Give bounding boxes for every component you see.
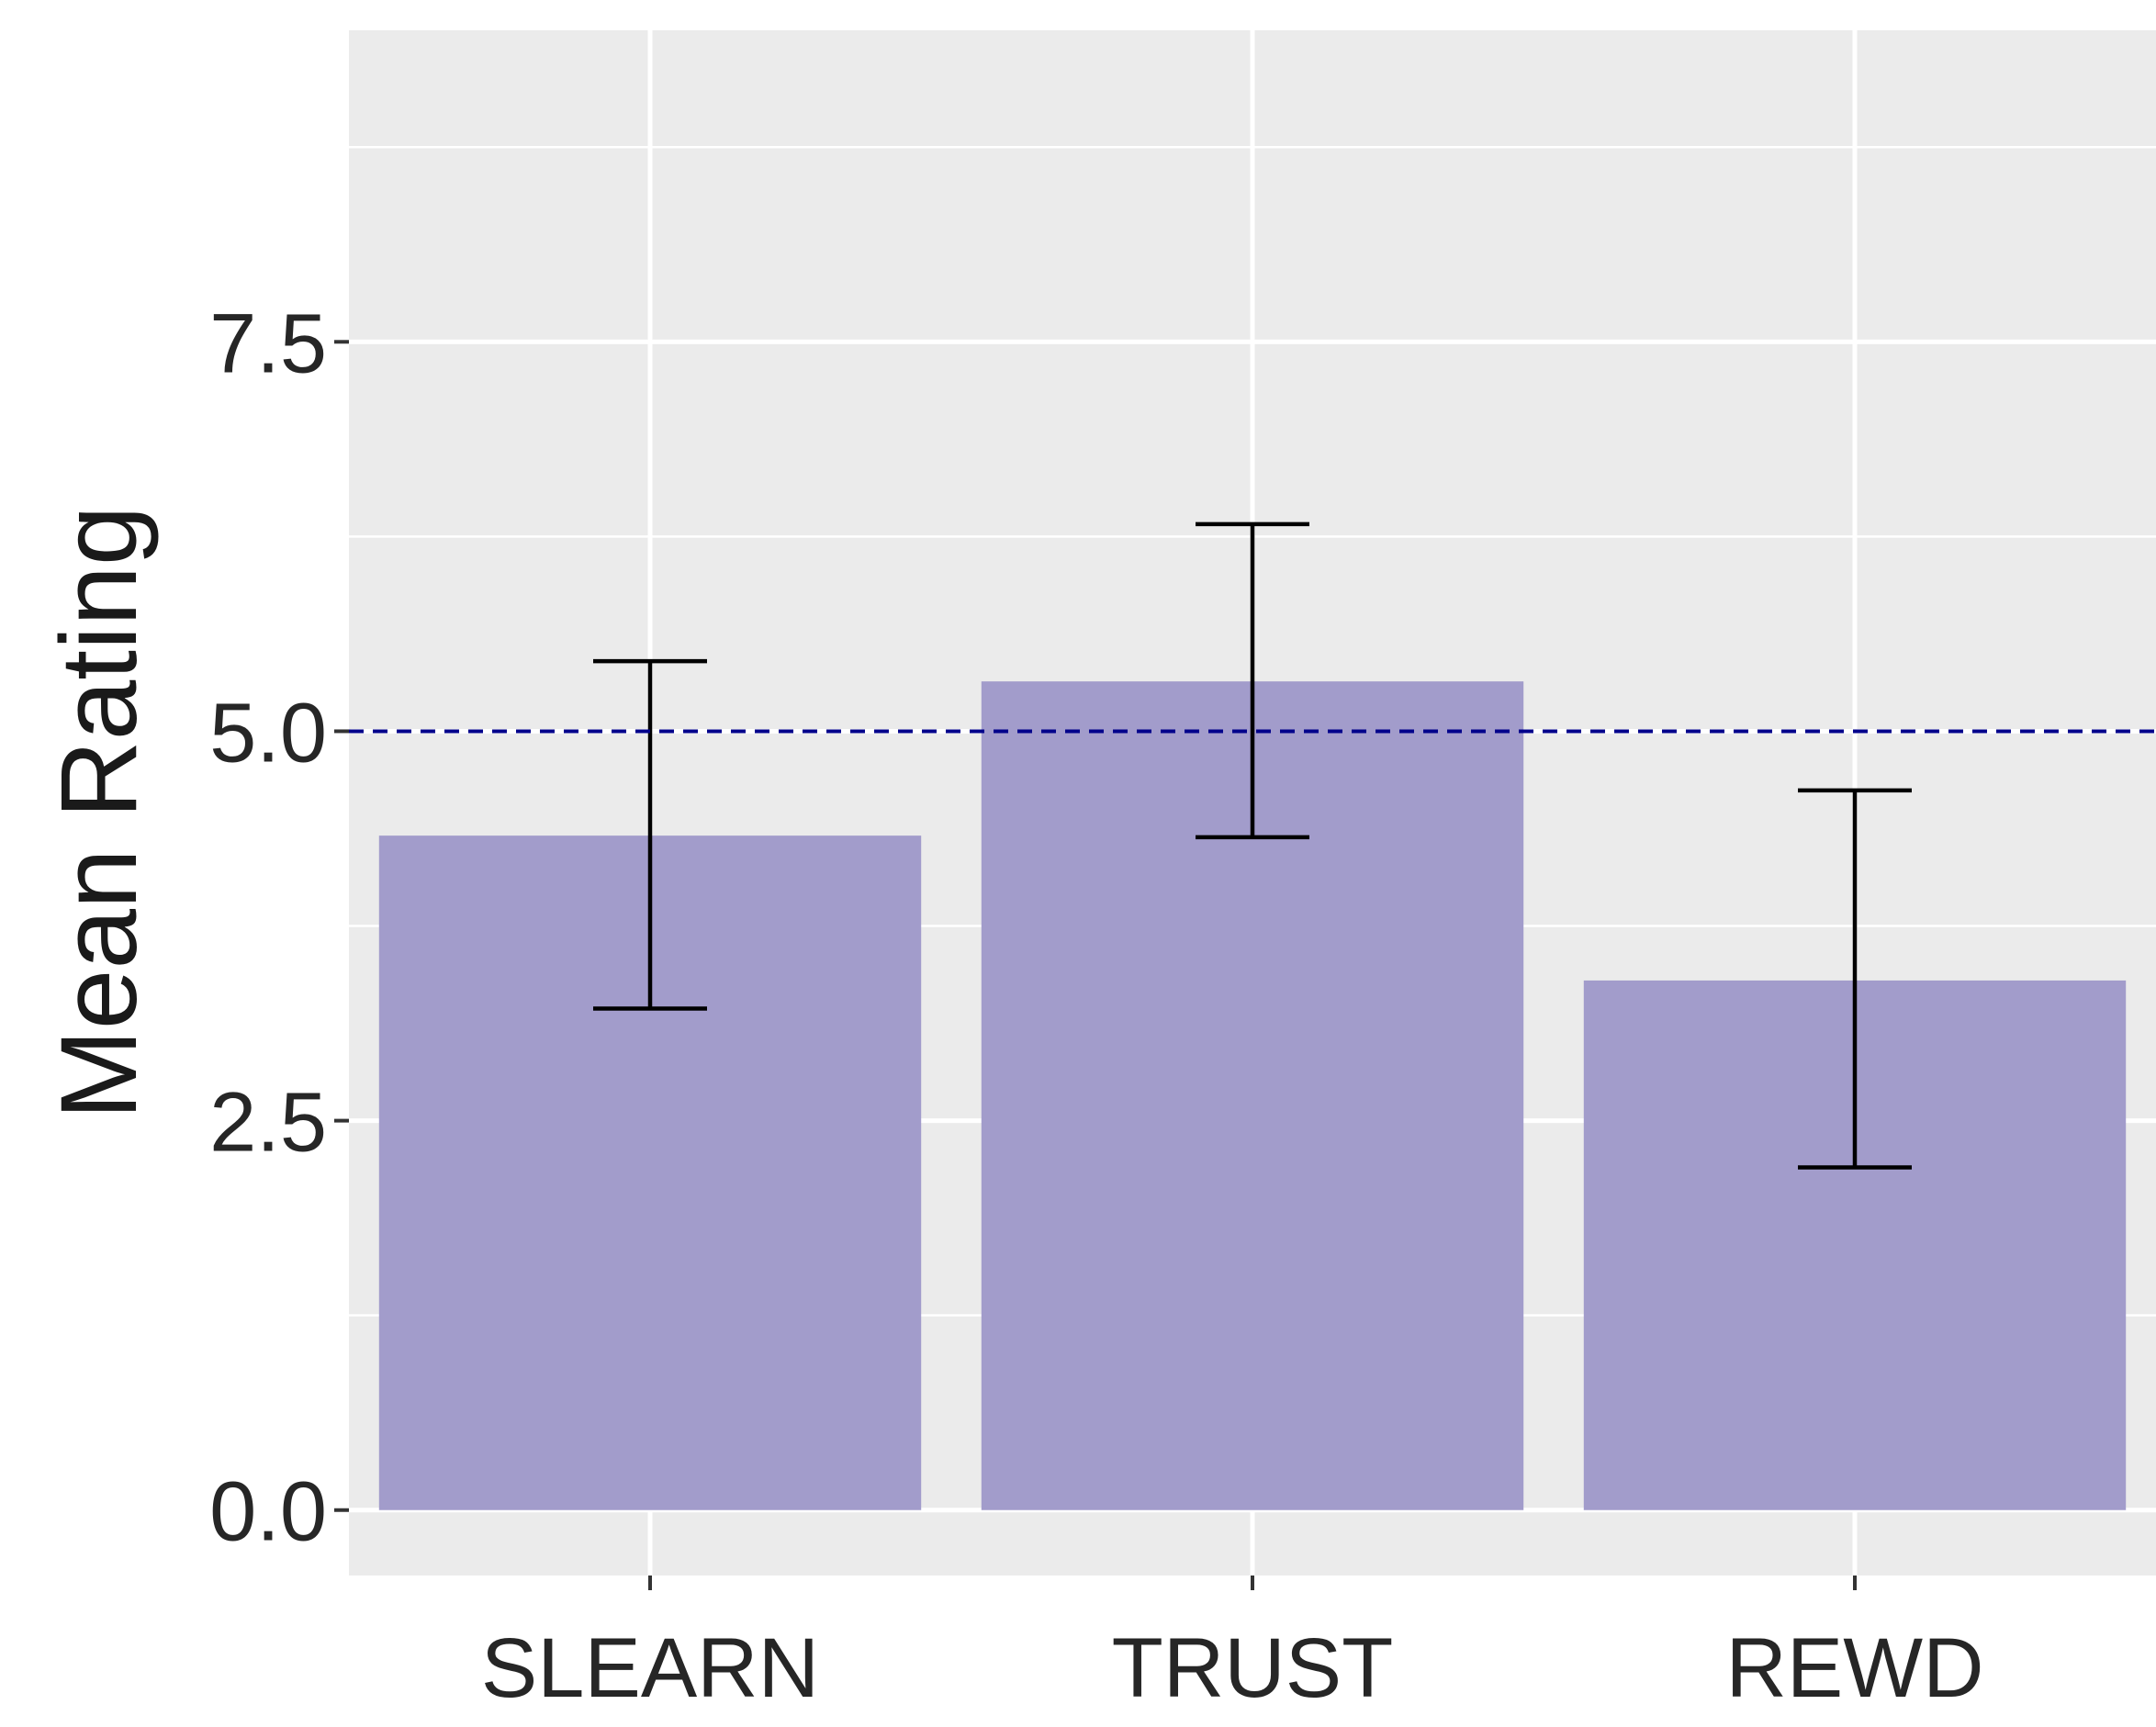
x-axis: SLEARN TRUST REWD	[481, 1576, 1984, 1715]
x-tick-label: SLEARN	[481, 1621, 819, 1715]
x-tick-label: TRUST	[1112, 1621, 1394, 1715]
y-tick-label: 0.0	[209, 1465, 327, 1559]
y-tick-label: 5.0	[209, 686, 327, 779]
error-bars	[593, 521, 1912, 1170]
y-tick-label: 2.5	[209, 1076, 327, 1170]
y-tick-label: 7.5	[209, 297, 327, 390]
y-axis-title: Mean Rating	[39, 505, 160, 1119]
x-tick-label: REWD	[1725, 1621, 1983, 1715]
y-axis: 0.0 2.5 5.0 7.5	[209, 297, 349, 1559]
